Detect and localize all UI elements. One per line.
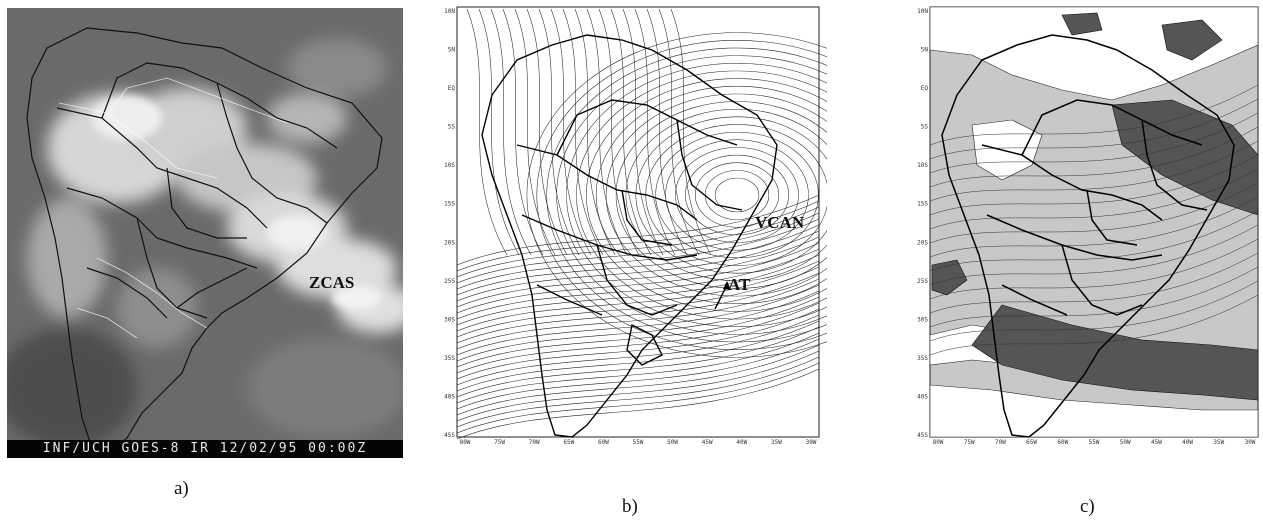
lon-tick-label: 30W <box>1245 439 1256 446</box>
lon-tick-label: 40W <box>736 439 747 446</box>
dark-shading <box>931 12 1259 401</box>
lat-tick-label: 45S <box>444 432 455 439</box>
lon-tick-label: 50W <box>1120 439 1131 446</box>
contour-map: 10N 5N EQ 5S 10S 15S 20S 25S 30S 35S 40S 45S 80W 75W… <box>912 5 1262 450</box>
lat-tick-label: 5N <box>921 47 929 54</box>
lat-tick-label: 10N <box>444 8 455 15</box>
lat-tick-label: 35S <box>444 355 455 362</box>
lat-tick-label: 5S <box>448 124 456 131</box>
lat-tick-label: EQ <box>448 85 456 92</box>
lon-tick-label: 35W <box>771 439 782 446</box>
lon-tick-label: 75W <box>494 439 505 446</box>
lon-tick-label: 45W <box>702 439 713 446</box>
lat-tick-label: 5S <box>921 124 929 131</box>
lat-tick-label: 10S <box>444 162 455 169</box>
continent-outline <box>26 27 383 454</box>
lat-tick-label: 20S <box>444 239 455 246</box>
streamline-map-panel: 10N 5N EQ 5S 10S 15S 20S 25S 30S 35S 40S 45S 80W 75W… <box>437 5 827 450</box>
lat-tick-label: 30S <box>444 316 455 323</box>
lat-tick-label: 10S <box>917 162 928 169</box>
at-label: AT <box>728 275 751 294</box>
caption-c: c) <box>1080 496 1095 517</box>
lat-tick-label: 5N <box>448 47 456 54</box>
streamline-map: 10N 5N EQ 5S 10S 15S 20S 25S 30S 35S 40S 45S 80W 75W… <box>437 5 827 450</box>
lon-tick-label: 50W <box>667 439 678 446</box>
lon-tick-label: 80W <box>460 439 471 446</box>
lon-tick-label: 75W <box>964 439 975 446</box>
lat-tick-label: 15S <box>917 201 928 208</box>
lon-tick-label: 40W <box>1182 439 1193 446</box>
vcan-label: VCAN <box>755 213 805 232</box>
lat-tick-label: 35S <box>917 355 928 362</box>
lon-tick-label: 55W <box>1089 439 1100 446</box>
lat-tick-label: 15S <box>444 201 455 208</box>
lon-tick-label: 65W <box>1026 439 1037 446</box>
lon-tick-label: 70W <box>995 439 1006 446</box>
arrow-icon <box>714 281 731 310</box>
lat-tick-label: 25S <box>917 278 928 285</box>
lat-tick-label: 40S <box>444 393 455 400</box>
satellite-image <box>7 8 403 458</box>
zcas-label: ZCAS <box>309 273 355 292</box>
lat-tick-label: EQ <box>921 85 929 92</box>
satellite-image-panel: INF/UCH GOES-8 IR 12/02/95 00:00Z ZCAS <box>7 8 403 458</box>
lon-tick-label: 45W <box>1151 439 1162 446</box>
lon-tick-label: 80W <box>933 439 944 446</box>
lon-tick-label: 70W <box>529 439 540 446</box>
contour-map-panel: 10N 5N EQ 5S 10S 15S 20S 25S 30S 35S 40S 45S 80W 75W… <box>912 5 1262 450</box>
lat-tick-label: 40S <box>917 393 928 400</box>
caption-b: b) <box>622 496 638 517</box>
lat-tick-label: 45S <box>917 432 928 439</box>
continent-outline <box>941 34 1235 438</box>
lon-tick-label: 30W <box>806 439 817 446</box>
continent-outline <box>481 34 778 438</box>
lat-tick-label: 30S <box>917 316 928 323</box>
caption-a: a) <box>174 478 189 499</box>
lon-tick-label: 60W <box>1057 439 1068 446</box>
lon-tick-label: 60W <box>598 439 609 446</box>
lat-tick-label: 10N <box>917 8 928 15</box>
lat-tick-label: 20S <box>917 239 928 246</box>
lon-tick-label: 65W <box>563 439 574 446</box>
lon-tick-label: 35W <box>1213 439 1224 446</box>
lon-tick-label: 55W <box>633 439 644 446</box>
satellite-stamp: INF/UCH GOES-8 IR 12/02/95 00:00Z <box>7 440 403 458</box>
lat-tick-label: 25S <box>444 278 455 285</box>
